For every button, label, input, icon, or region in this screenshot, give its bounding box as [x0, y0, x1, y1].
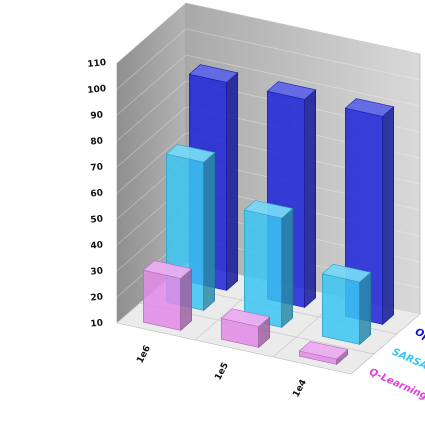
y-tick-label: 60 — [90, 188, 104, 199]
y-tick-label: 110 — [87, 58, 107, 70]
gridline — [116, 28, 421, 90]
y-tick-label: 30 — [90, 266, 104, 277]
legend-entry: Q-Learning — [367, 367, 425, 402]
bar-q-learning-1e4 — [298, 341, 349, 366]
gridline — [116, 2, 421, 64]
y-tick-label: 80 — [90, 136, 104, 147]
y-tick-label: 90 — [90, 110, 104, 121]
y-axis: 10 20 30 40 50 60 70 80 90 100 110 — [87, 58, 107, 330]
x-tick-label: 1e6 — [135, 344, 153, 365]
y-tick-label: 50 — [90, 214, 104, 225]
floor-gridline — [350, 313, 421, 375]
gridline — [116, 54, 421, 116]
y-tick-label: 100 — [87, 84, 107, 96]
gridline — [116, 80, 421, 142]
bar-q-learning-1e6 — [142, 260, 193, 332]
y-tick-label: 70 — [90, 162, 104, 173]
y-tick-label: 40 — [90, 240, 104, 251]
gridline — [116, 132, 421, 194]
legend-entry: SARSA — [390, 347, 425, 372]
chart-bars — [142, 64, 395, 366]
bar-sarsa-1e4 — [321, 263, 372, 346]
legend-entry: Optimal — [413, 327, 425, 355]
bar-q-learning-1e5 — [220, 308, 271, 349]
bar-sarsa-1e5 — [243, 200, 294, 329]
y-tick-label: 10 — [90, 318, 104, 329]
gridline — [116, 106, 421, 168]
y-tick-label: 20 — [90, 292, 104, 303]
x-tick-label: 1e4 — [291, 378, 309, 399]
x-tick-label: 1e5 — [213, 361, 231, 382]
